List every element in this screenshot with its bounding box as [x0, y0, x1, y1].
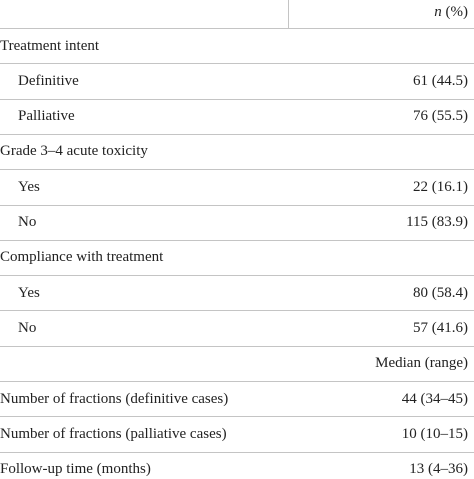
row-value: 13 (4–36)	[409, 461, 468, 478]
row-line	[0, 28, 474, 29]
row-value: 80 (58.4)	[413, 284, 468, 301]
row-value: 76 (55.5)	[413, 108, 468, 125]
row-line	[0, 345, 474, 347]
row-label: No	[18, 214, 37, 230]
row-label: Treatment intent	[0, 37, 100, 54]
row-value: 44 (34–45)	[401, 390, 468, 407]
row-line	[0, 204, 474, 206]
row-label: Follow-up time (months)	[0, 461, 151, 478]
row-label: Number of fractions (definitive cases)	[0, 390, 229, 407]
row-line	[0, 381, 474, 382]
row-value: 115 (83.9)	[406, 214, 468, 230]
column-header: n (%)	[434, 2, 468, 22]
row-line	[0, 416, 474, 418]
row-line	[0, 98, 474, 100]
row-label: Definitive	[18, 72, 79, 89]
row-value: 57 (41.6)	[413, 319, 468, 336]
row-line	[0, 169, 474, 171]
header-pct: (%)	[445, 4, 469, 20]
row-label: Grade 3–4 acute toxicity	[0, 143, 148, 160]
row-value: 10 (10–15)	[401, 425, 468, 442]
row-line	[0, 310, 474, 312]
row-value: Median (range)	[375, 355, 468, 372]
row-line	[0, 133, 474, 135]
row-label: Yes	[18, 284, 40, 301]
row-label: Number of fractions (palliative cases)	[0, 425, 227, 442]
column-divider	[288, 0, 289, 28]
row-label: Palliative	[18, 108, 75, 125]
row-line	[0, 275, 474, 277]
row-label: No	[18, 319, 37, 336]
row-label: Yes	[18, 178, 40, 195]
header-n: n	[434, 4, 442, 20]
row-value: 22 (16.1)	[413, 178, 468, 195]
row-line	[0, 451, 474, 453]
row-value: 61 (44.5)	[413, 72, 468, 89]
row-line	[0, 63, 474, 65]
row-label: Compliance with treatment	[0, 249, 164, 266]
row-line	[0, 239, 474, 241]
